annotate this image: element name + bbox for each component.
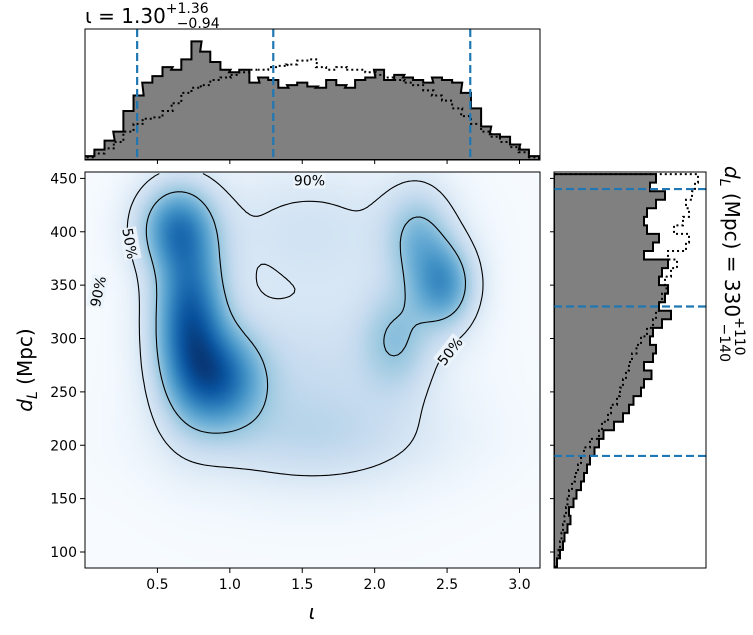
- top-title-param: ι: [85, 4, 92, 28]
- x-tick-label-1: 1.0: [219, 577, 241, 593]
- y-tick-label-4: 300: [50, 332, 77, 348]
- contour-label-text: 50%: [118, 227, 139, 260]
- x-tick-label-4: 2.5: [436, 577, 458, 593]
- top-title-median: 1.30: [121, 4, 166, 28]
- top-frame: [84, 28, 541, 161]
- contour-90: [126, 173, 484, 477]
- top-title-equals: =: [92, 4, 121, 28]
- y-tick-label-3: 250: [50, 385, 77, 401]
- contour-label-bg: [433, 333, 467, 369]
- top-hist-series-1: [85, 58, 540, 160]
- right-frame: [553, 171, 707, 569]
- right-title-lower: −140: [716, 324, 732, 362]
- contour-label-bg: [119, 226, 142, 261]
- y-tick-label-0: 100: [50, 545, 77, 561]
- right-title-median: 330: [720, 279, 744, 317]
- contour-label-0-1: 90%: [85, 274, 110, 309]
- top-title: ι = 1.30+1.36 −0.94: [85, 1, 220, 32]
- y-tick-label-5: 350: [50, 278, 77, 294]
- top-marginal-panel: ι = 1.30+1.36 −0.94: [84, 1, 541, 164]
- contour-label-1-0: 50%: [118, 226, 142, 261]
- right-title-sub: L: [716, 179, 732, 187]
- right-title: dL (Mpc) = 330+110−140: [716, 166, 747, 362]
- right-hist-series-0: [554, 173, 672, 568]
- joint-panel: 90%90%50%50% 0.5 1.0 1.5 2.0 2.5 3.0 10015020…: [13, 171, 541, 624]
- top-title-upper: +1.36: [166, 1, 209, 17]
- y-axis-label-unit: (Mpc): [13, 328, 37, 391]
- top-title-lower: −0.94: [177, 16, 220, 32]
- y-axis-label-param: d: [13, 399, 37, 412]
- contour-label-text: 90%: [88, 275, 110, 309]
- right-title-upper: +110: [731, 317, 747, 355]
- contour-label-text: 90%: [294, 174, 325, 190]
- right-marginal-panel: dL (Mpc) = 330+110−140: [550, 166, 747, 569]
- joint-frame: [84, 171, 541, 569]
- contour-label-bg: [85, 274, 110, 309]
- y-tick-label-6: 400: [50, 225, 77, 241]
- y-axis-label-sub: L: [25, 391, 41, 399]
- x-tick-label-0: 0.5: [146, 577, 168, 593]
- right-title-param: d: [720, 166, 744, 179]
- contour-label-bg: [293, 172, 326, 189]
- x-tick-label-5: 3.0: [508, 577, 530, 593]
- x-tick-label-3: 2.0: [364, 577, 386, 593]
- y-axis-label: dL (Mpc): [13, 328, 41, 411]
- y-tick-label-1: 150: [50, 492, 77, 508]
- contour-50: [145, 191, 467, 434]
- contour-lines: [126, 173, 484, 477]
- y-tick-label-2: 200: [50, 438, 77, 454]
- y-tick-label-7: 450: [50, 171, 77, 187]
- heatmap-image: [85, 172, 540, 568]
- x-tick-label-2: 1.5: [291, 577, 313, 593]
- x-axis-label: ι: [309, 600, 316, 624]
- right-title-unit: (Mpc) =: [720, 187, 744, 279]
- contour-label-0-0: 90%: [293, 172, 326, 190]
